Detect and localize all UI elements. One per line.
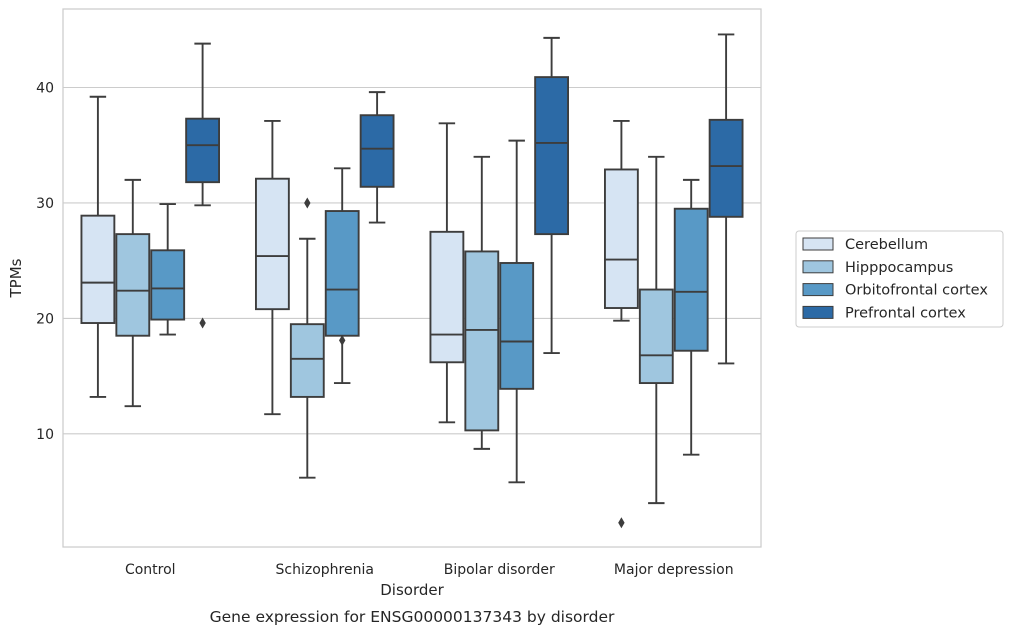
legend-swatch [802, 283, 834, 297]
box [708, 118, 744, 218]
x-tick-label: Major depression [614, 562, 734, 578]
box [534, 76, 570, 236]
box [673, 207, 709, 352]
box-group [604, 33, 744, 529]
outlier-point [304, 197, 311, 209]
y-tick-label: 20 [36, 311, 54, 327]
legend-swatch [802, 237, 834, 251]
y-tick-label: 10 [36, 427, 54, 443]
legend-swatch [802, 305, 834, 319]
outlier-point [618, 517, 625, 529]
box [638, 288, 674, 385]
box [80, 214, 116, 324]
legend-frame [795, 230, 1004, 328]
legend-label: Cerebellum [845, 237, 928, 253]
box-groups [80, 33, 744, 529]
y-axis-label: TPMs [7, 258, 25, 298]
x-tick-label: Schizophrenia [276, 562, 374, 578]
box-group [80, 42, 220, 408]
box [429, 230, 465, 364]
legend-label: Orbitofrontal cortex [845, 283, 988, 299]
box [604, 168, 639, 309]
legend-label: Hipppocampus [845, 260, 953, 276]
box [324, 210, 360, 337]
box [254, 177, 290, 311]
x-tick-label: Control [125, 562, 176, 578]
x-axis-label: Disorder [380, 581, 444, 599]
y-tick-label: 40 [36, 81, 54, 97]
y-tick-labels: 10 20 30 40 [36, 81, 54, 443]
legend: Cerebellum Hipppocampus Orbitofrontal cort… [795, 230, 1004, 328]
outlier-point [339, 334, 346, 346]
box [115, 233, 151, 337]
legend-label: Prefrontal cortex [845, 305, 966, 321]
plot-frame [62, 8, 762, 548]
box [185, 117, 220, 184]
box-group [254, 91, 395, 479]
box [499, 262, 535, 390]
legend-swatch [802, 260, 834, 274]
chart-caption: Gene expression for ENSG00000137343 by d… [210, 608, 615, 626]
box [150, 249, 186, 321]
box [289, 323, 325, 398]
box [359, 114, 395, 188]
box-group [429, 36, 570, 484]
y-tick-label: 30 [36, 196, 54, 212]
x-tick-label: Bipolar disorder [444, 562, 555, 578]
x-tick-labels: Control Schizophrenia Bipolar disorder Majo… [125, 562, 734, 578]
outlier-point [199, 317, 206, 329]
box [464, 250, 500, 432]
